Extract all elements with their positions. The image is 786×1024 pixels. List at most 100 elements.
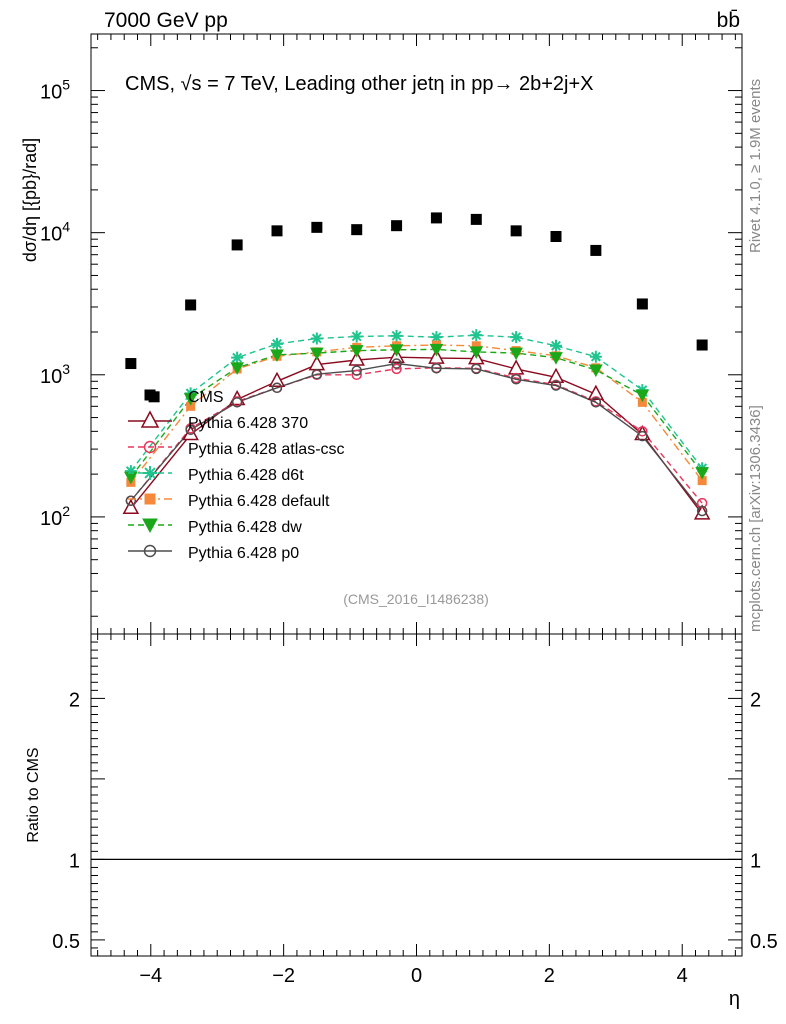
series-point (547, 367, 565, 384)
series-point (270, 349, 284, 362)
ratio-tick-label-right: 2 (750, 689, 761, 711)
series-point (587, 384, 605, 400)
ratio-tick-label-right: 1 (750, 850, 761, 872)
process-label: bb̄ (717, 9, 740, 32)
series-point (231, 351, 244, 364)
series-point (470, 329, 483, 342)
series-point (310, 332, 323, 345)
series-line (130, 348, 703, 478)
series-point (637, 397, 647, 407)
x-tick-label: 0 (411, 965, 422, 987)
x-axis-label: η (729, 988, 740, 1010)
legend-label: Pythia 6.428 dw (188, 519, 302, 536)
series-point (637, 426, 648, 437)
series-point (590, 397, 602, 408)
series-point (695, 467, 709, 480)
legend-label: Pythia 6.428 atlas-csc (188, 441, 345, 458)
data-point (590, 244, 602, 256)
data-point (510, 225, 522, 237)
series-point (124, 465, 137, 478)
series-point (431, 363, 442, 374)
legend-marker (142, 518, 158, 534)
legend-label: CMS (188, 389, 224, 406)
series-point (510, 331, 523, 344)
legend-label: Pythia 6.428 d6t (188, 467, 304, 484)
rivet-version-label: Rivet 4.1.0, ≥ 1.9M events (747, 79, 764, 253)
series-point (351, 369, 362, 381)
data-point (391, 220, 403, 232)
series-point (271, 382, 283, 394)
y-tick-label: 104 (40, 219, 70, 246)
series-point (389, 344, 404, 357)
legend-marker (143, 544, 157, 558)
series-point (510, 374, 522, 385)
series-line (130, 367, 703, 504)
series-point (350, 330, 363, 343)
y-tick-label: 103 (40, 361, 70, 388)
x-tick-label: 4 (677, 965, 688, 987)
data-point (271, 225, 283, 237)
series-line (130, 344, 703, 483)
y-tick-label: 102 (40, 503, 70, 530)
series-point (550, 339, 562, 352)
legend-marker (140, 410, 160, 428)
series-point (231, 397, 243, 408)
series-point (349, 345, 364, 358)
series-point (696, 505, 708, 517)
series-point (693, 504, 711, 520)
data-point (550, 230, 562, 242)
series-point (391, 363, 402, 375)
data-point (125, 358, 137, 370)
series-point (230, 362, 244, 375)
data-point (311, 221, 323, 233)
series-point (509, 347, 523, 361)
mcplots-label: mcplots.cern.ch [arXiv:1306.3436] (747, 405, 764, 632)
series-point (268, 371, 286, 388)
legend-marker (143, 440, 157, 454)
series-point (637, 430, 648, 442)
series-point (469, 346, 484, 359)
series-point (391, 358, 402, 369)
series-point (430, 331, 443, 344)
series-point (185, 424, 196, 436)
series-point (125, 495, 137, 506)
legend-label: Pythia 6.428 370 (188, 415, 308, 432)
series-point (186, 401, 196, 411)
series-point (271, 337, 283, 350)
x-tick-label: −4 (139, 965, 162, 987)
main-plot-frame (90, 33, 743, 635)
series-line (130, 334, 703, 472)
series-point (122, 498, 140, 515)
plot-title: CMS, √s = 7 TeV, Leading other jetη in p… (125, 73, 594, 95)
ratio-tick-label-left: 2 (69, 689, 80, 711)
y-tick-label: 105 (40, 77, 70, 104)
series-point (471, 363, 482, 375)
analysis-id-label: (CMS_2016_I1486238) (343, 591, 489, 607)
ratio-y-axis-label: Ratio to CMS (25, 747, 42, 842)
data-point (430, 212, 442, 224)
energy-label: 7000 GeV pp (104, 9, 228, 32)
series-point (589, 350, 602, 363)
series-point (311, 368, 323, 380)
legend-label: Pythia 6.428 p0 (188, 545, 299, 562)
data-point (351, 224, 363, 236)
series-point (471, 341, 481, 351)
series-point (183, 393, 198, 406)
series-point (310, 347, 324, 361)
series-point (550, 380, 562, 391)
data-point (696, 339, 708, 351)
y-axis-label: dσ/dη [{pb}/rad] (20, 138, 40, 262)
series-point (429, 343, 444, 357)
ratio-plot-frame (90, 633, 743, 957)
data-point (636, 298, 648, 310)
series-point (549, 352, 563, 365)
data-point (231, 239, 243, 251)
series-line (130, 356, 703, 515)
series-point (390, 329, 403, 342)
legend-marker (144, 493, 156, 505)
ratio-tick-label-left: 0.5 (52, 931, 80, 953)
data-point (185, 299, 197, 311)
legend-marker (143, 466, 157, 480)
series-point (697, 476, 707, 486)
